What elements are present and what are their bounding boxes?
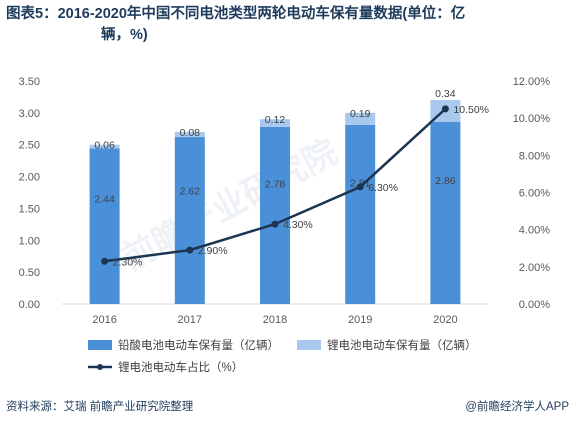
line-value-label: 2.30% [113, 256, 143, 268]
y-left-tick-label: 3.50 [19, 76, 40, 88]
y-right-tick-label: 0.00% [519, 299, 550, 311]
y-right-tick-label: 4.00% [519, 225, 550, 237]
legend-swatch-lithium [297, 340, 321, 350]
bar-lithium [260, 119, 290, 127]
lead-acid-value-label: 2.62 [180, 185, 201, 197]
line-value-label: 6.30% [368, 182, 398, 194]
y-left-tick-label: 0.50 [19, 267, 40, 279]
chart-title: 图表5：2016-2020年中国不同电池类型两轮电动车保有量数据(单位：亿 辆，… [6, 4, 571, 46]
y-right-tick-label: 8.00% [519, 150, 550, 162]
x-tick-label: 2016 [92, 314, 116, 326]
lithium-value-label: 0.19 [350, 108, 371, 120]
bar-lithium [345, 112, 376, 125]
lithium-value-label: 0.12 [265, 114, 286, 126]
bar-lead-acid [260, 126, 290, 304]
legend-label-line: 锂电池电动车占比（%） [118, 360, 243, 374]
line-point [271, 220, 279, 228]
lead-acid-value-label: 2.78 [265, 179, 286, 191]
title-line-2: 辆，%) [101, 27, 148, 43]
lead-acid-value-label: 2.44 [94, 193, 115, 205]
bar-lead-acid [430, 121, 461, 304]
lead-acid-value-label: 2.81 [350, 177, 371, 189]
line-value-label: 4.30% [283, 219, 313, 231]
legend-label-lithium: 锂电池电动车保有量（亿辆） [327, 338, 477, 352]
y-right-tick-label: 12.00% [513, 76, 551, 88]
legend-label-lead-acid: 铅酸电池电动车保有量（亿辆） [118, 338, 279, 352]
lithium-value-label: 0.34 [435, 88, 456, 100]
y-left-tick-label: 2.00 [19, 172, 40, 184]
line-point [356, 183, 364, 191]
lead-acid-value-label: 2.86 [435, 175, 456, 187]
y-right-tick-label: 6.00% [519, 188, 550, 200]
y-left-tick-label: 0.00 [19, 299, 40, 311]
y-left-tick-label: 1.50 [19, 203, 40, 215]
lithium-value-label: 0.08 [180, 127, 201, 139]
legend-swatch-lead-acid [88, 340, 112, 350]
line-value-label: 2.90% [198, 245, 228, 257]
source-note: 资料来源：艾瑞 前瞻产业研究院整理 [6, 401, 194, 413]
lithium-value-label: 0.06 [94, 140, 115, 152]
y-left-tick-label: 2.50 [19, 140, 40, 152]
y-left-tick-label: 3.00 [19, 108, 40, 120]
x-tick-label: 2020 [433, 314, 457, 326]
x-tick-label: 2018 [263, 314, 287, 326]
line-value-label: 10.50% [453, 104, 489, 116]
x-tick-label: 2019 [348, 314, 372, 326]
y-left-tick-label: 1.00 [19, 235, 40, 247]
x-tick-label: 2017 [178, 314, 202, 326]
line-point [101, 257, 109, 265]
bar-lead-acid [345, 124, 376, 304]
title-line-1: 图表5：2016-2020年中国不同电池类型两轮电动车保有量数据(单位：亿 [6, 6, 466, 22]
credit-note: @前瞻经济学人APP [465, 401, 569, 413]
bar-lithium [174, 131, 205, 138]
y-right-tick-label: 2.00% [519, 262, 550, 274]
line-point [186, 246, 194, 254]
y-right-tick-label: 10.00% [513, 113, 551, 125]
line-point [441, 105, 449, 113]
legend-swatch-line-marker [97, 364, 103, 370]
bar-lead-acid [89, 148, 120, 304]
bar-lead-acid [174, 137, 205, 304]
bar-lithium [89, 144, 120, 149]
